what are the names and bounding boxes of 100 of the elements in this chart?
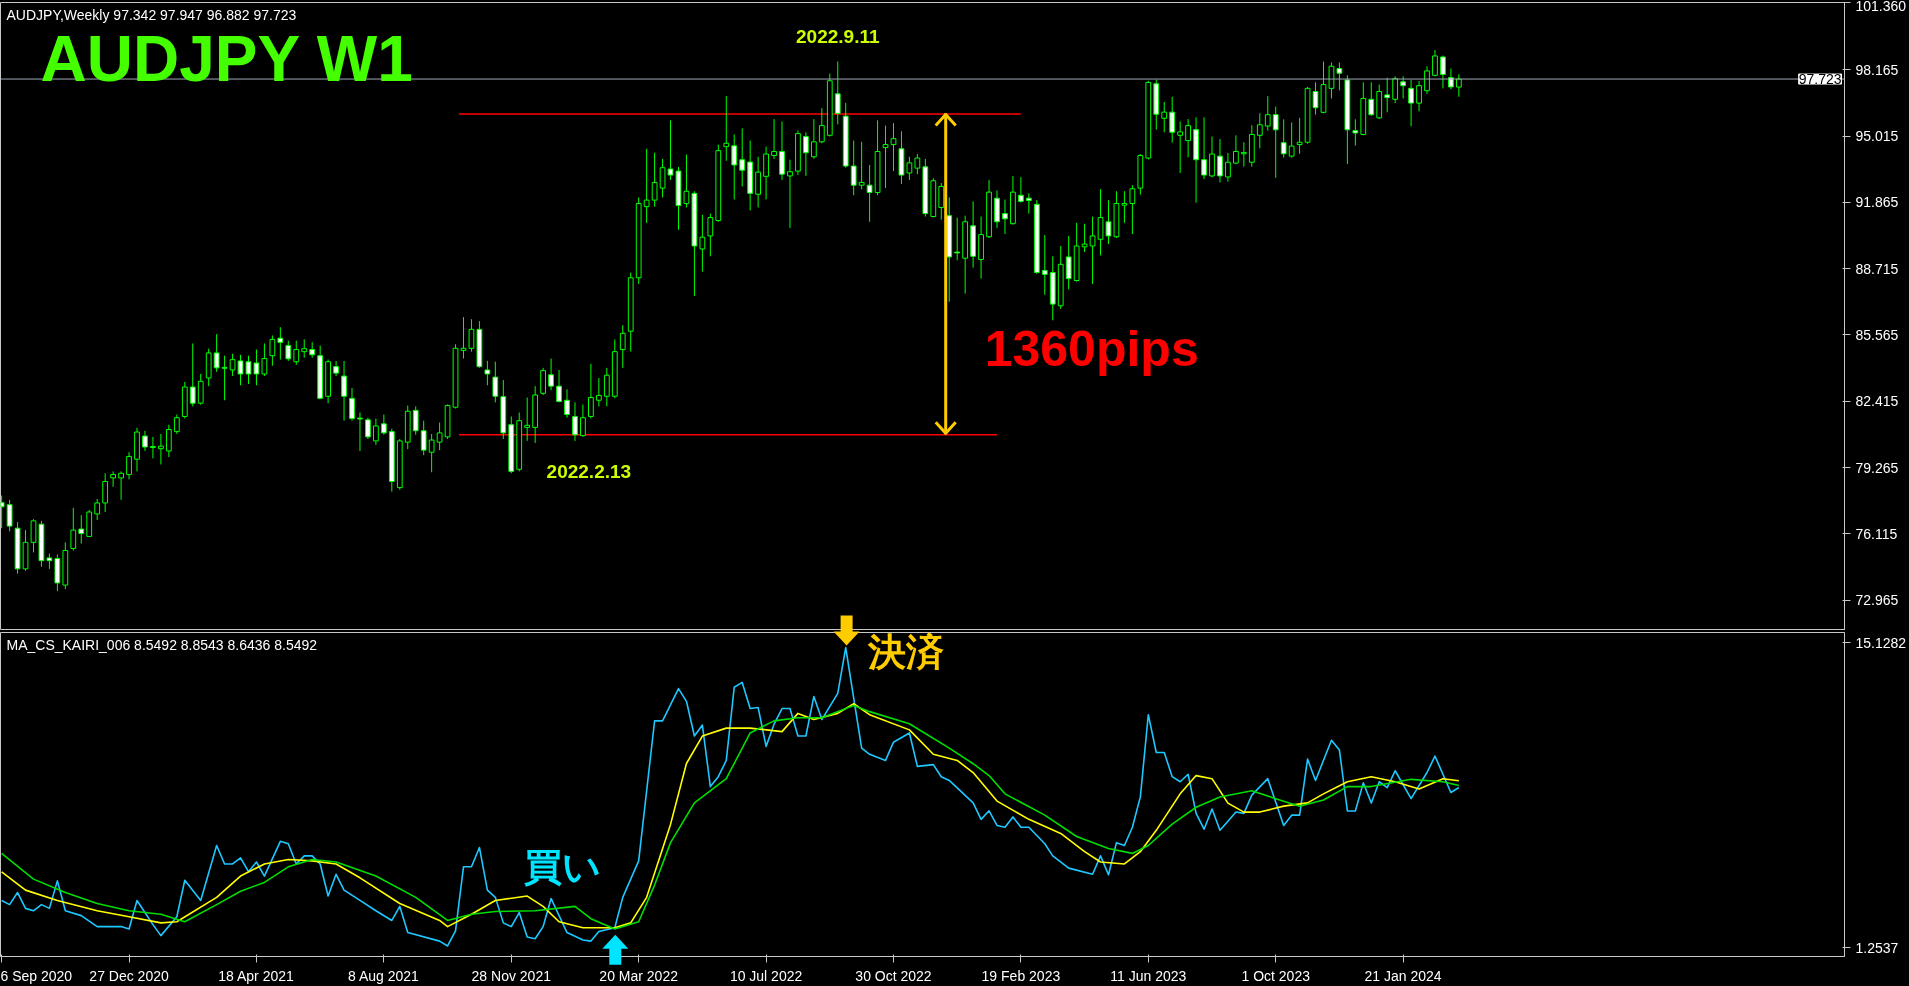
candlestick	[803, 131, 809, 177]
annotation: 2022.9.11	[796, 26, 880, 48]
candlestick	[436, 422, 443, 451]
candlestick	[341, 360, 347, 422]
candlestick	[333, 360, 339, 377]
candlestick	[110, 470, 117, 488]
candlestick	[763, 146, 769, 200]
ref-line-label: 97.723	[1798, 71, 1842, 88]
candlestick	[285, 340, 292, 362]
candlestick	[1201, 116, 1207, 180]
candlestick	[540, 367, 547, 396]
candlestick	[1177, 120, 1184, 174]
candlestick	[301, 338, 308, 359]
candlestick	[1432, 49, 1438, 77]
candlestick	[755, 156, 762, 208]
candlestick	[126, 451, 132, 480]
candlestick	[173, 414, 180, 435]
x-tick-label: 28 Nov 2021	[471, 967, 552, 984]
y-tick-label: 72.965	[1855, 592, 1899, 609]
candlestick	[1440, 55, 1446, 89]
candlestick	[213, 333, 220, 373]
candlestick	[158, 433, 164, 465]
candlestick	[1025, 192, 1032, 215]
candlestick	[1424, 65, 1430, 95]
candlestick	[787, 159, 793, 229]
candlestick	[1455, 73, 1462, 98]
x-tick-label: 8 Aug 2021	[348, 967, 420, 984]
x-tick-label: 11 Jun 2023	[1110, 967, 1187, 984]
candlestick	[349, 387, 355, 422]
candlestick	[699, 214, 706, 273]
candlestick	[643, 148, 650, 224]
candlestick	[1161, 101, 1168, 133]
candlestick	[1272, 106, 1279, 179]
candlestick	[1400, 75, 1407, 99]
candlestick	[102, 472, 109, 513]
candlestick	[420, 420, 427, 456]
candlestick	[6, 499, 13, 532]
candlestick	[1280, 118, 1287, 159]
candlestick	[556, 369, 562, 403]
candlestick	[277, 326, 284, 361]
annotation: AUDJPY W1	[40, 22, 413, 95]
candlestick	[1065, 235, 1072, 291]
chart-title: AUDJPY,Weekly 97.342 97.947 96.882 97.723	[6, 6, 297, 23]
candlestick	[261, 342, 268, 377]
candlestick	[484, 360, 491, 386]
candlestick	[189, 342, 196, 407]
candlestick	[70, 507, 77, 552]
candlestick	[197, 373, 204, 406]
candlestick	[78, 514, 85, 545]
candlestick	[357, 411, 363, 452]
x-tick-label: 30 Oct 2022	[855, 967, 932, 984]
candlestick	[548, 358, 554, 391]
candlestick	[1296, 117, 1303, 155]
candlestick	[1368, 81, 1375, 117]
candlestick	[651, 152, 658, 208]
candlestick	[269, 334, 276, 367]
candlestick	[818, 107, 825, 144]
candlestick	[619, 324, 626, 369]
candlestick	[468, 318, 475, 353]
candlestick	[1081, 223, 1088, 253]
x-tick-label: 20 Mar 2022	[599, 967, 679, 984]
y-tick-label: 79.265	[1855, 459, 1899, 476]
candlestick	[94, 498, 101, 521]
candlestick	[572, 401, 578, 442]
candlestick	[142, 430, 148, 452]
x-tick-label: 6 Sep 2020	[0, 967, 73, 984]
x-tick-label: 27 Dec 2020	[89, 967, 169, 984]
candlestick	[564, 388, 570, 419]
candlestick	[1169, 96, 1176, 144]
candlestick	[1384, 77, 1391, 113]
y-tick-label: 88.715	[1855, 260, 1899, 277]
candlestick	[1336, 61, 1343, 91]
candlestick	[1256, 112, 1263, 149]
candlestick	[595, 377, 602, 407]
x-tick-label: 1 Oct 2023	[1241, 967, 1311, 984]
candlestick	[221, 355, 228, 401]
candlestick	[1041, 234, 1048, 296]
candlestick	[524, 397, 531, 442]
candlestick	[1352, 118, 1359, 147]
candlestick	[810, 118, 817, 160]
y-tick-label: 98.165	[1855, 61, 1899, 78]
candlestick	[492, 361, 499, 403]
candlestick	[1225, 152, 1231, 183]
candlestick	[1129, 184, 1136, 235]
candlestick	[771, 118, 777, 160]
candlestick	[380, 414, 387, 436]
candlestick	[0, 495, 5, 529]
candlestick	[1233, 134, 1239, 165]
candlestick	[412, 405, 419, 436]
candlestick	[723, 95, 730, 162]
candlestick	[118, 470, 124, 501]
y-tick-label: 1.2537	[1855, 939, 1899, 956]
candlestick	[858, 141, 865, 190]
x-tick-label: 21 Jan 2024	[1364, 967, 1442, 984]
candlestick	[588, 363, 594, 420]
y-tick-label: 95.015	[1855, 128, 1899, 145]
candlestick	[1264, 95, 1271, 132]
candlestick	[914, 153, 921, 175]
candlestick	[850, 140, 857, 196]
candlestick	[1288, 121, 1295, 159]
